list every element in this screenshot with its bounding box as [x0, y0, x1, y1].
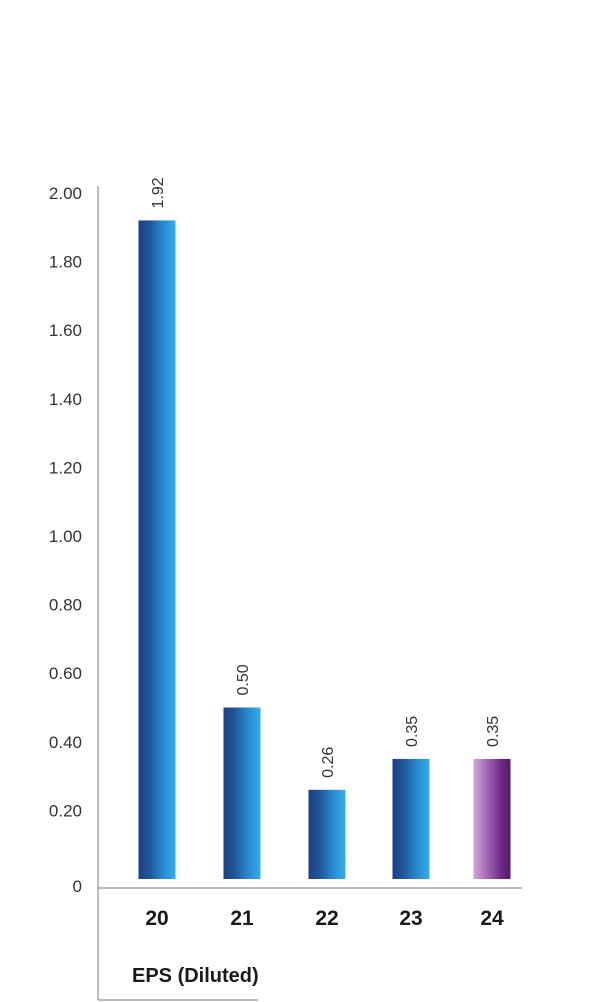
- bars-group: [138, 220, 511, 879]
- y-tick-label: 1.00: [49, 527, 82, 546]
- data-labels-group: 1.92 0.50 0.26 0.35 0.35: [150, 177, 502, 778]
- bar: [223, 707, 261, 879]
- bar: [308, 789, 346, 879]
- bar: [138, 220, 176, 879]
- category-labels-group: 20 21 22 23 24: [145, 907, 504, 930]
- y-tick-label: 0.20: [49, 801, 82, 820]
- bar: [392, 758, 430, 879]
- y-tick-label: 1.20: [49, 458, 82, 477]
- y-tick-label: 2.00: [49, 184, 82, 203]
- x-category-label: 21: [230, 907, 254, 930]
- bar-value-label: 0.50: [235, 664, 252, 695]
- y-axis-tick-labels: 0 0.20 0.40 0.60 0.80 1.00 1.20 1.40 1.60 1.80 2.0…: [49, 184, 82, 896]
- bar-value-label: 0.35: [404, 716, 421, 747]
- bar-value-label: 1.92: [150, 177, 167, 208]
- y-tick-label: 1.40: [49, 390, 82, 409]
- y-tick-label: 0.80: [49, 596, 82, 615]
- y-tick-label: 0.40: [49, 733, 82, 752]
- y-tick-label: 1.60: [49, 321, 82, 340]
- y-tick-label: 0: [73, 877, 82, 896]
- x-category-label: 20: [145, 907, 168, 930]
- chart-title: EPS (Diluted): [132, 965, 259, 987]
- bar-value-label: 0.26: [320, 747, 337, 778]
- bar-value-label: 0.35: [485, 716, 502, 747]
- y-tick-label: 0.60: [49, 664, 82, 683]
- bar: [473, 758, 511, 879]
- x-category-label: 22: [315, 907, 338, 930]
- x-category-label: 23: [399, 907, 422, 930]
- x-category-label: 24: [480, 907, 504, 930]
- y-tick-label: 1.80: [49, 253, 82, 272]
